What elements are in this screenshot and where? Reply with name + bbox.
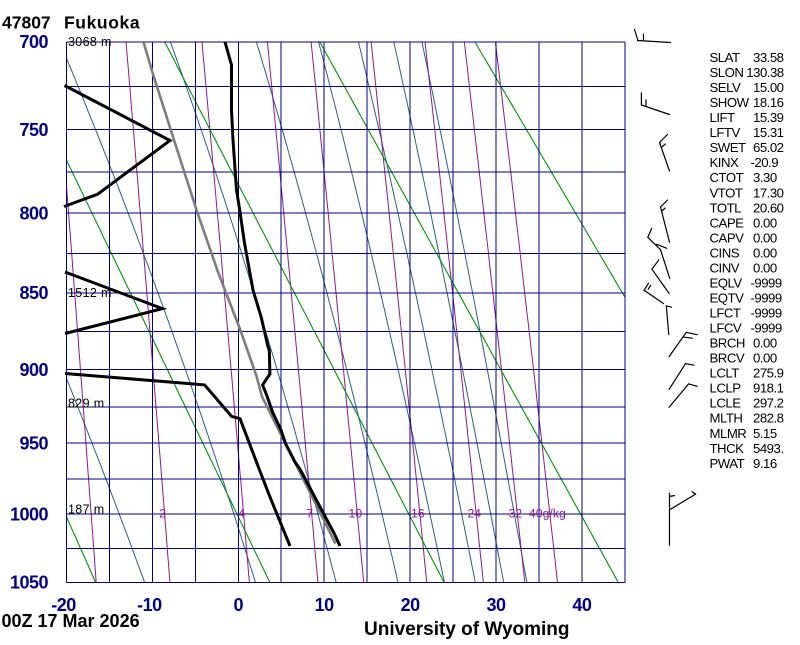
svg-text:130.38: 130.38 xyxy=(746,65,784,80)
svg-text:PWAT: PWAT xyxy=(710,456,745,471)
svg-text:-9999: -9999 xyxy=(751,275,782,290)
svg-text:VTOT: VTOT xyxy=(710,185,743,200)
svg-text:EQTV: EQTV xyxy=(710,291,745,306)
svg-text:CAPE: CAPE xyxy=(710,215,745,230)
svg-text:30: 30 xyxy=(486,595,506,615)
svg-text:CINS: CINS xyxy=(710,245,740,260)
svg-text:40g/kg: 40g/kg xyxy=(529,507,566,521)
svg-text:950: 950 xyxy=(19,433,48,453)
svg-text:SHOW: SHOW xyxy=(710,95,750,110)
svg-text:1000: 1000 xyxy=(10,504,49,524)
svg-text:15.31: 15.31 xyxy=(753,125,784,140)
svg-text:0.00: 0.00 xyxy=(753,260,777,275)
svg-text:700: 700 xyxy=(19,32,48,52)
svg-text:5.15: 5.15 xyxy=(753,426,777,441)
svg-text:Fukuoka: Fukuoka xyxy=(64,12,140,32)
svg-text:LCLE: LCLE xyxy=(710,396,742,411)
svg-text:0.00: 0.00 xyxy=(753,336,777,351)
svg-text:0.00: 0.00 xyxy=(753,230,777,245)
svg-text:University of Wyoming: University of Wyoming xyxy=(364,619,570,640)
svg-text:32: 32 xyxy=(508,507,522,521)
svg-text:BRCV: BRCV xyxy=(710,351,745,366)
svg-text:SELV: SELV xyxy=(710,80,741,95)
svg-text:-20: -20 xyxy=(51,595,76,615)
svg-text:-9999: -9999 xyxy=(751,306,782,321)
svg-text:00Z 17 Mar 2026: 00Z 17 Mar 2026 xyxy=(2,611,140,631)
svg-text:40: 40 xyxy=(572,595,592,615)
svg-text:LIFT: LIFT xyxy=(710,110,736,125)
svg-text:3068 m: 3068 m xyxy=(68,35,112,49)
svg-text:4: 4 xyxy=(238,507,245,521)
svg-text:9.16: 9.16 xyxy=(753,456,777,471)
svg-text:SLAT: SLAT xyxy=(710,50,740,65)
svg-text:16: 16 xyxy=(411,507,425,521)
svg-text:THCK: THCK xyxy=(710,441,745,456)
svg-text:900: 900 xyxy=(19,360,48,380)
svg-text:-10: -10 xyxy=(137,595,162,615)
svg-text:20: 20 xyxy=(401,595,421,615)
svg-text:18.16: 18.16 xyxy=(753,95,784,110)
svg-text:LFCV: LFCV xyxy=(710,321,742,336)
svg-text:2: 2 xyxy=(159,507,166,521)
svg-text:MLMR: MLMR xyxy=(710,426,747,441)
svg-text:750: 750 xyxy=(19,120,48,140)
svg-text:0.00: 0.00 xyxy=(753,245,777,260)
svg-text:CAPV: CAPV xyxy=(710,230,745,245)
svg-text:5493.: 5493. xyxy=(753,441,784,456)
svg-text:BRCH: BRCH xyxy=(710,336,745,351)
svg-text:LFTV: LFTV xyxy=(710,125,741,140)
svg-text:47807: 47807 xyxy=(2,12,51,32)
svg-text:33.58: 33.58 xyxy=(753,50,784,65)
svg-text:EQLV: EQLV xyxy=(710,275,743,290)
svg-text:7: 7 xyxy=(306,507,313,521)
svg-text:MLTH: MLTH xyxy=(710,411,743,426)
svg-text:275.9: 275.9 xyxy=(753,366,784,381)
svg-text:1050: 1050 xyxy=(10,573,49,593)
svg-text:65.02: 65.02 xyxy=(753,140,784,155)
svg-text:187 m: 187 m xyxy=(68,503,105,517)
svg-text:17.30: 17.30 xyxy=(753,185,784,200)
svg-text:TOTL: TOTL xyxy=(710,200,742,215)
svg-text:SWET: SWET xyxy=(710,140,747,155)
svg-text:SLON: SLON xyxy=(710,65,744,80)
svg-text:LCLP: LCLP xyxy=(710,381,742,396)
svg-text:15.00: 15.00 xyxy=(753,80,784,95)
svg-text:-9999: -9999 xyxy=(751,321,782,336)
svg-text:15.39: 15.39 xyxy=(753,110,784,125)
svg-text:-9999: -9999 xyxy=(751,291,782,306)
svg-text:297.2: 297.2 xyxy=(753,396,784,411)
svg-text:LFCT: LFCT xyxy=(710,306,741,321)
svg-text:829 m: 829 m xyxy=(68,397,105,411)
svg-text:800: 800 xyxy=(19,203,48,223)
svg-text:24: 24 xyxy=(467,507,481,521)
svg-text:20.60: 20.60 xyxy=(753,200,784,215)
svg-text:918.1: 918.1 xyxy=(753,381,784,396)
svg-text:1512 m: 1512 m xyxy=(68,286,112,300)
svg-text:KINX: KINX xyxy=(710,155,739,170)
svg-text:0: 0 xyxy=(234,595,244,615)
svg-text:0.00: 0.00 xyxy=(753,215,777,230)
svg-text:CINV: CINV xyxy=(710,260,740,275)
svg-text:282.8: 282.8 xyxy=(753,411,784,426)
svg-text:-20.9: -20.9 xyxy=(751,155,779,170)
svg-text:10: 10 xyxy=(348,507,362,521)
svg-text:CTOT: CTOT xyxy=(710,170,744,185)
svg-text:0.00: 0.00 xyxy=(753,351,777,366)
svg-text:10: 10 xyxy=(315,595,335,615)
svg-text:850: 850 xyxy=(19,283,48,303)
svg-text:LCLT: LCLT xyxy=(710,366,740,381)
svg-text:3.30: 3.30 xyxy=(753,170,777,185)
